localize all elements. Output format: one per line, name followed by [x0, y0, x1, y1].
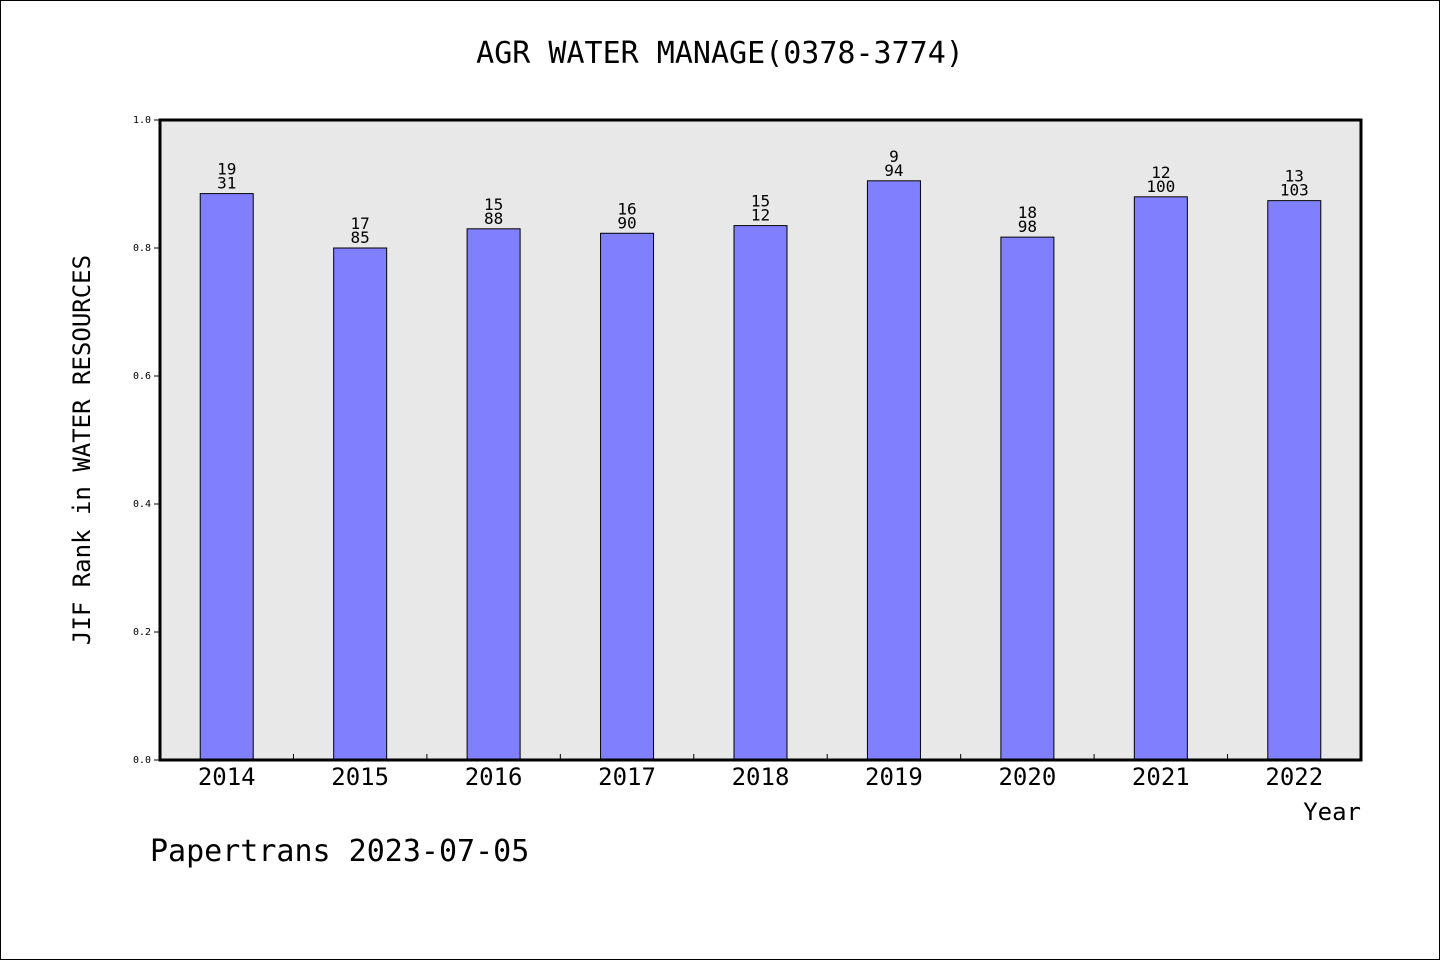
bar-label-bottom: 100	[1146, 177, 1175, 196]
y-tick-label: 0.2	[133, 627, 151, 638]
bar-2015	[333, 247, 388, 761]
y-tick-label: 0.8	[133, 243, 151, 254]
y-tick-label: 1.0	[133, 115, 151, 126]
x-tick-label: 2022	[1265, 763, 1323, 791]
bar-label-bottom: 90	[617, 213, 636, 232]
x-tick-label: 2017	[598, 763, 656, 791]
bar-label-top: 13	[1285, 167, 1304, 186]
x-axis-label: Year	[1303, 798, 1361, 826]
bar-label-bottom: 98	[1018, 217, 1037, 236]
bar-label-top: 17	[351, 214, 370, 233]
bar-2020	[1000, 236, 1055, 761]
bar-2016	[466, 228, 521, 761]
bar-2021	[1133, 196, 1188, 761]
footer-text: Papertrans 2023-07-05	[150, 834, 530, 869]
bar-2022	[1267, 200, 1322, 761]
bar-label-bottom: 85	[351, 228, 370, 247]
bar-2018	[733, 225, 788, 761]
bar-label-bottom: 12	[751, 206, 770, 225]
bar-label-top: 12	[1151, 163, 1170, 182]
y-tick-label: 0.4	[133, 499, 151, 510]
bar-2017	[600, 232, 655, 761]
bar-label-top: 15	[751, 192, 770, 211]
x-tick-label: 2018	[732, 763, 790, 791]
x-tick-label: 2020	[998, 763, 1056, 791]
y-tick-label: 0.0	[133, 755, 151, 766]
plot-border	[158, 118, 1363, 762]
bar-label-bottom: 103	[1280, 181, 1309, 200]
x-tick-label: 2014	[198, 763, 256, 791]
bar-2014	[199, 193, 254, 761]
chart-title: AGR WATER MANAGE(0378-3774)	[476, 36, 964, 71]
bar-label-bottom: 31	[217, 174, 236, 193]
bar-label-bottom: 88	[484, 209, 503, 228]
x-tick-label: 2019	[865, 763, 923, 791]
bar-label-top: 16	[617, 199, 636, 218]
x-tick-label: 2015	[331, 763, 389, 791]
bar-2019	[866, 180, 921, 761]
y-tick-label: 0.6	[133, 371, 151, 382]
bar-label-top: 18	[1018, 203, 1037, 222]
bar-label-bottom: 94	[884, 161, 903, 180]
y-axis-label: JIF Rank in WATER RESOURCES	[68, 255, 96, 645]
bar-label-top: 15	[484, 195, 503, 214]
x-tick-label: 2021	[1132, 763, 1190, 791]
x-tick-label: 2016	[465, 763, 523, 791]
bar-label-top: 9	[889, 147, 899, 166]
bar-label-top: 19	[217, 160, 236, 179]
